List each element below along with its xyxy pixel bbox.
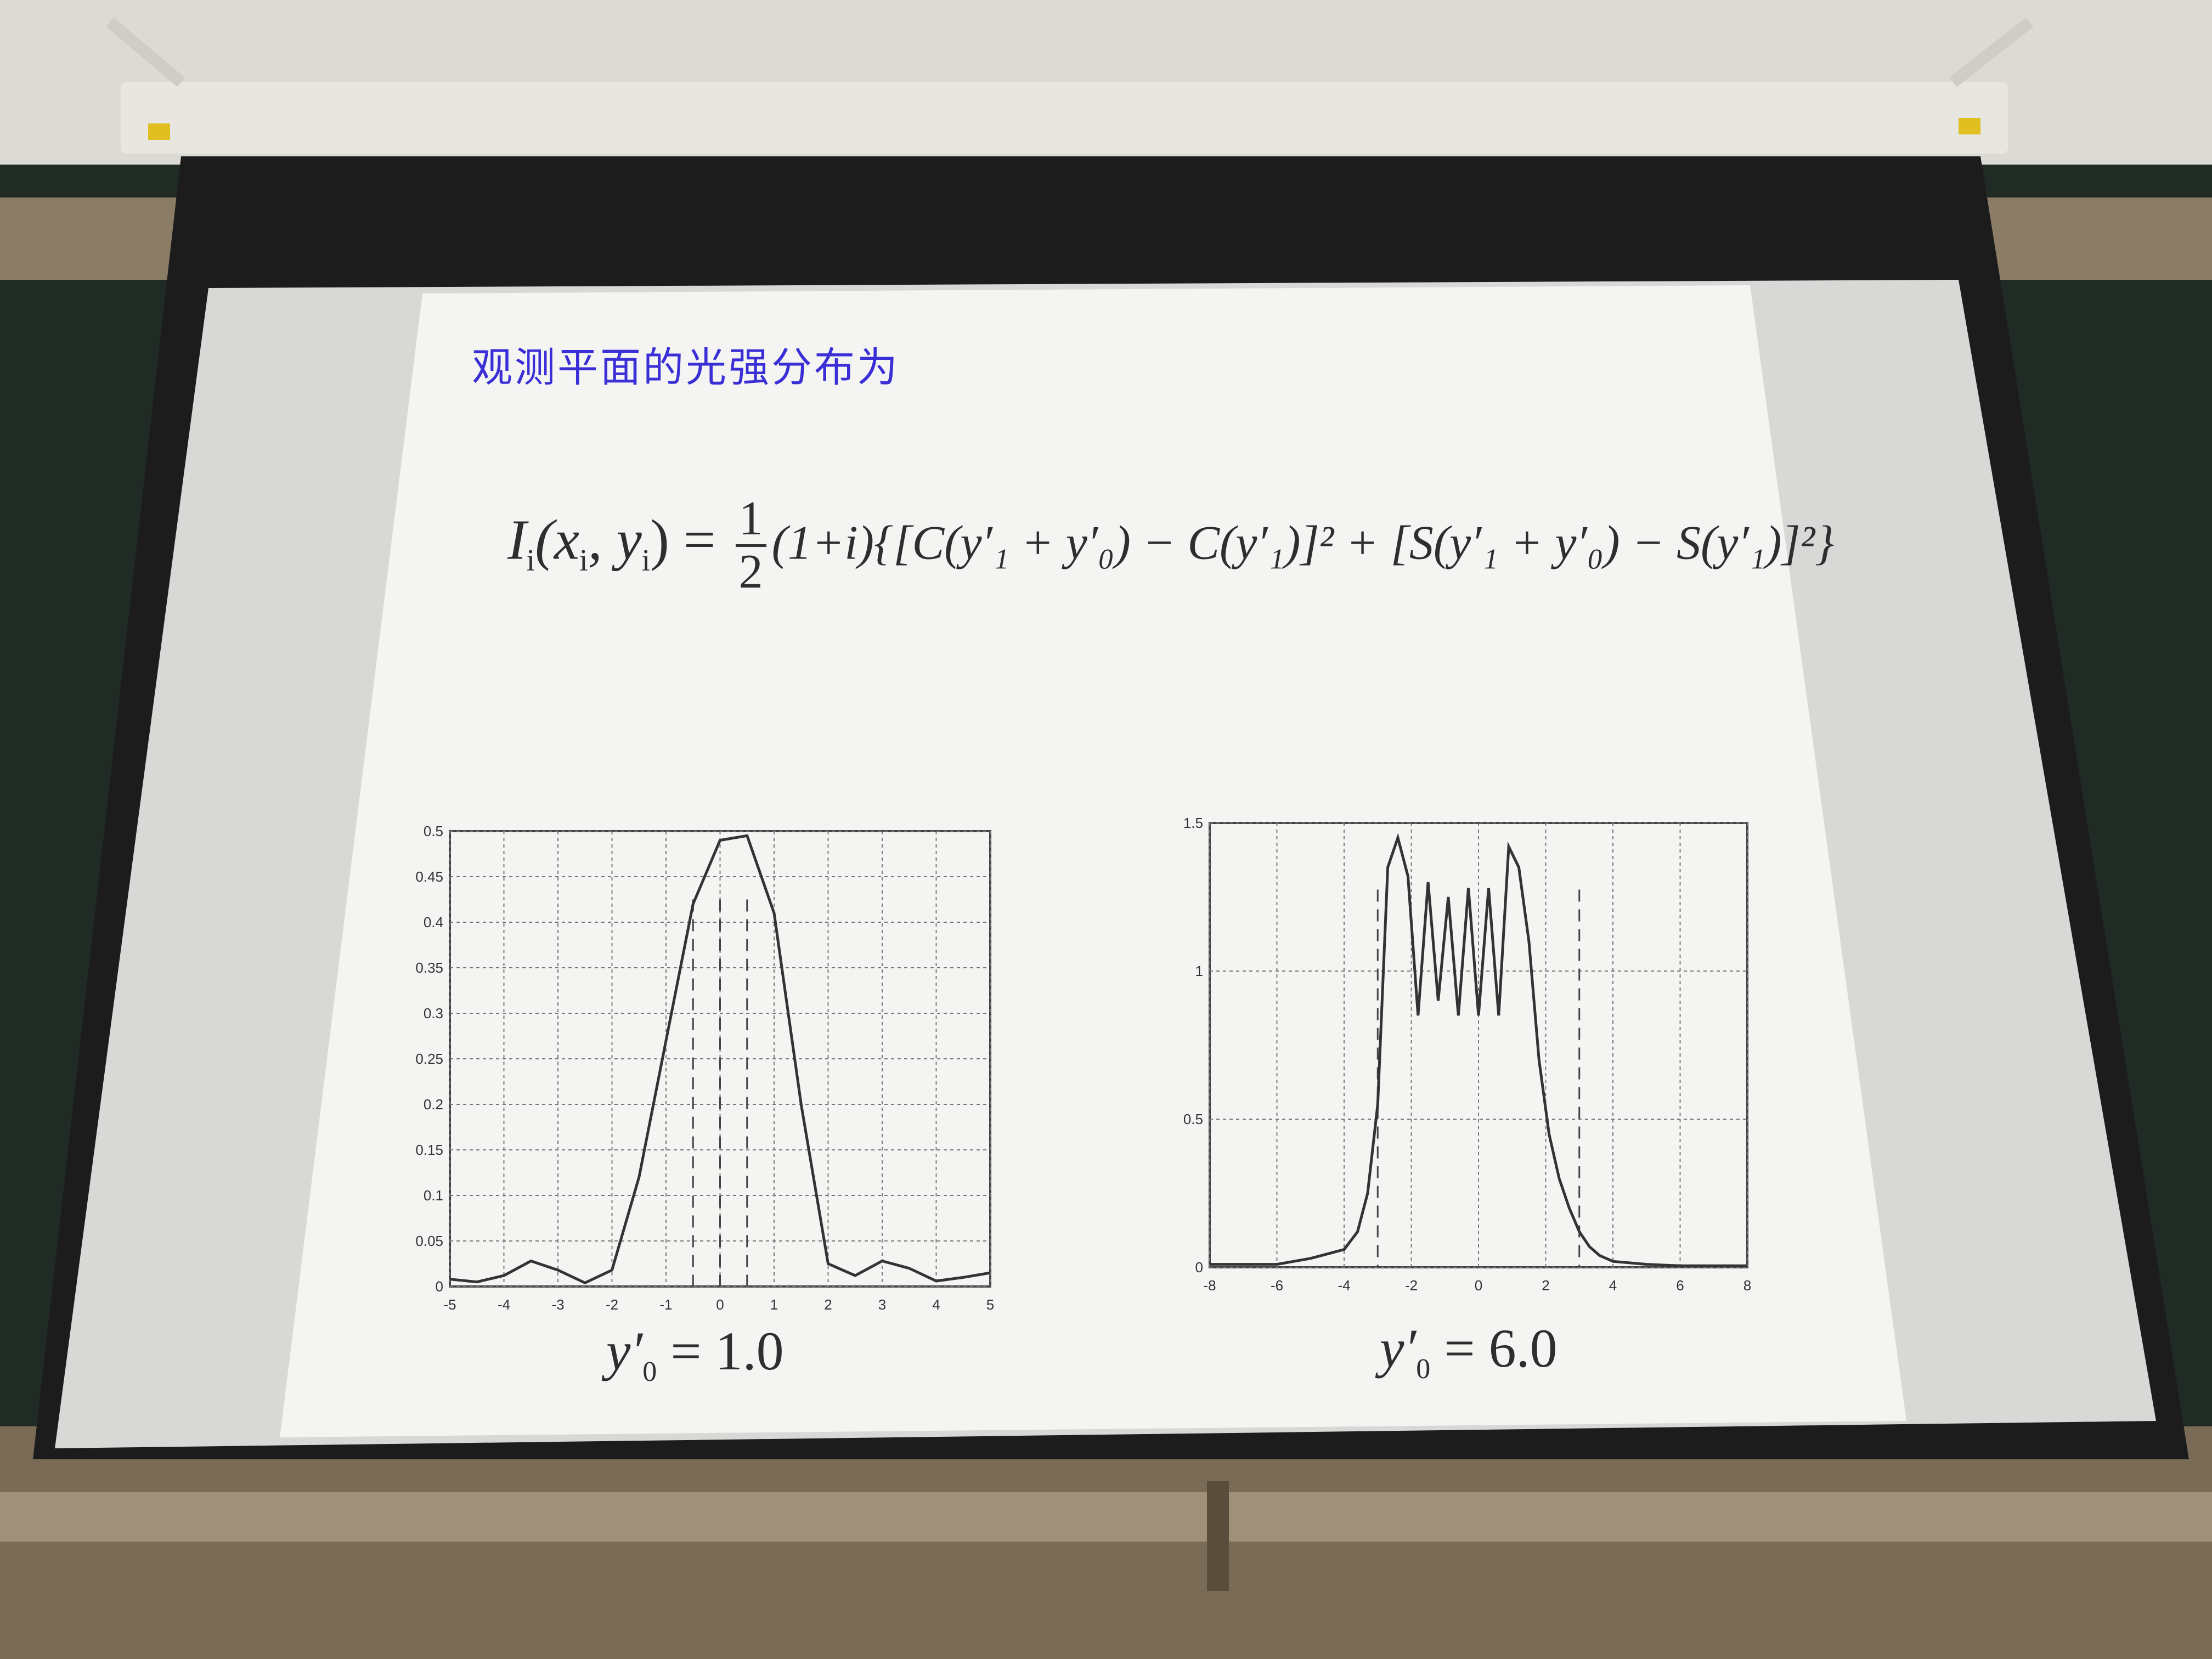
chart-left-y-tick-label: 0.5 [424,823,443,839]
chart-left-y-tick-label: 0.25 [415,1051,443,1067]
caption-left-variable: y′ [606,1321,643,1381]
caption-right-value: = 6.0 [1430,1318,1558,1379]
chart-right-y-tick-labels: 0 0.5 1 1.5 [1183,815,1203,1276]
formula-rhs: (1+i){[C(y′₁ + y′₀) − C(y′₁)]² + [S(y′₁ … [771,516,1835,570]
formula-args: (x [535,508,579,572]
warning-label [148,123,170,140]
chart-right-x-tick-label: 6 [1676,1277,1684,1294]
chart-right-x-tick-label: -4 [1338,1277,1350,1294]
chart-left-x-tick-label: -2 [606,1296,618,1313]
intensity-formula: Ii(xi, yi) = 1 2 (1+i){[C(y′₁ + y′₀) − C… [507,494,1834,599]
caption-left: y′0 = 1.0 [606,1319,784,1388]
caption-left-value: = 1.0 [657,1321,784,1381]
chart-left-x-tick-labels: -5 -4 -3 -2 -1 0 1 2 3 4 5 [443,1296,994,1313]
chart-right-y-tick-label: 1.5 [1183,815,1203,831]
chart-left-y-tick-label: 0.35 [415,960,443,976]
caption-right-variable: y′ [1380,1318,1417,1379]
chart-left-y-tick-label: 0.3 [424,1005,443,1022]
chart-left-x-tick-label: 1 [770,1296,778,1313]
chart-right-grid [1209,822,1748,1268]
chart-right: 0 0.5 1 1.5 -8 -6 -4 -2 0 2 4 6 8 [1183,815,1751,1294]
chart-left-y-tick-label: 0.15 [415,1142,443,1158]
chart-left-x-tick-label: 4 [932,1296,940,1313]
board-frame-bottom [0,1426,2212,1659]
warning-label-right [1959,118,1980,134]
board-divider [1207,1481,1229,1591]
chart-right-y-tick-label: 0 [1195,1259,1203,1276]
chart-left-y-tick-label: 0.05 [415,1233,443,1249]
screen-housing [121,82,2008,154]
chart-left-x-tick-label: 0 [716,1296,724,1313]
chart-left-y-tick-label: 0.1 [424,1187,443,1204]
formula-fraction-denominator: 2 [738,545,763,599]
slide-title: 观测平面的光强分布为 [472,344,900,391]
formula-args-mid: , y [588,508,642,572]
chart-left-y-tick-labels: 0 0.05 0.1 0.15 0.2 0.25 0.3 0.35 0.4 0.45 0.5 [415,823,443,1295]
chart-left-x-tick-label: -4 [498,1296,510,1313]
chart-left-x-tick-label: -1 [659,1296,672,1313]
mount-bracket-right [1949,17,2034,87]
formula-args-sub-1: i [579,544,588,578]
chalk-ledge [0,1492,2212,1542]
chart-left-x-tick-label: -3 [551,1296,564,1313]
chart-right-x-tick-label: -8 [1203,1277,1216,1294]
chart-left-y-tick-label: 0.4 [424,914,443,930]
chart-right-series-line [1210,833,1747,1267]
formula-fraction: 1 2 [735,494,766,599]
caption-left-subscript: 0 [642,1356,657,1387]
chart-left-y-tick-label: 0.2 [424,1096,443,1113]
chart-right-x-tick-label: 4 [1609,1277,1617,1294]
chart-right-x-tick-labels: -8 -6 -4 -2 0 2 4 6 8 [1203,1277,1751,1294]
projected-slide [280,285,1906,1437]
chart-right-y-tick-label: 1 [1195,963,1203,979]
chart-left-x-tick-label: 2 [824,1296,832,1313]
chart-right-x-tick-label: 0 [1475,1277,1482,1294]
chart-left-dashed-markers [692,899,748,1286]
formula-lhs: I [507,508,527,572]
mount-bracket-left [105,17,185,87]
chart-left-x-tick-label: -5 [443,1296,456,1313]
chart-left-x-tick-label: 3 [878,1296,886,1313]
chart-right-x-tick-label: -6 [1271,1277,1283,1294]
chart-left-y-tick-label: 0 [436,1278,443,1295]
formula-fraction-numerator: 1 [735,494,766,547]
chart-right-y-tick-label: 0.5 [1183,1111,1203,1127]
chart-right-x-tick-label: 8 [1743,1277,1751,1294]
chart-right-x-tick-label: -2 [1405,1277,1418,1294]
chart-left-y-tick-label: 0.45 [415,868,443,885]
chart-left: 00.050.10.150.20.250.30.350.40.450.5 -5-… [415,823,994,1313]
caption-right: y′0 = 6.0 [1380,1317,1558,1385]
formula-lhs-subscript: i [526,544,535,578]
chart-right-x-tick-label: 2 [1542,1277,1549,1294]
chart-left-x-tick-label: 5 [986,1296,994,1313]
formula-equals: ) = [650,508,716,572]
caption-right-subscript: 0 [1416,1353,1431,1385]
formula-args-sub-2: i [641,544,651,578]
chart-left-series-line [449,834,991,1285]
